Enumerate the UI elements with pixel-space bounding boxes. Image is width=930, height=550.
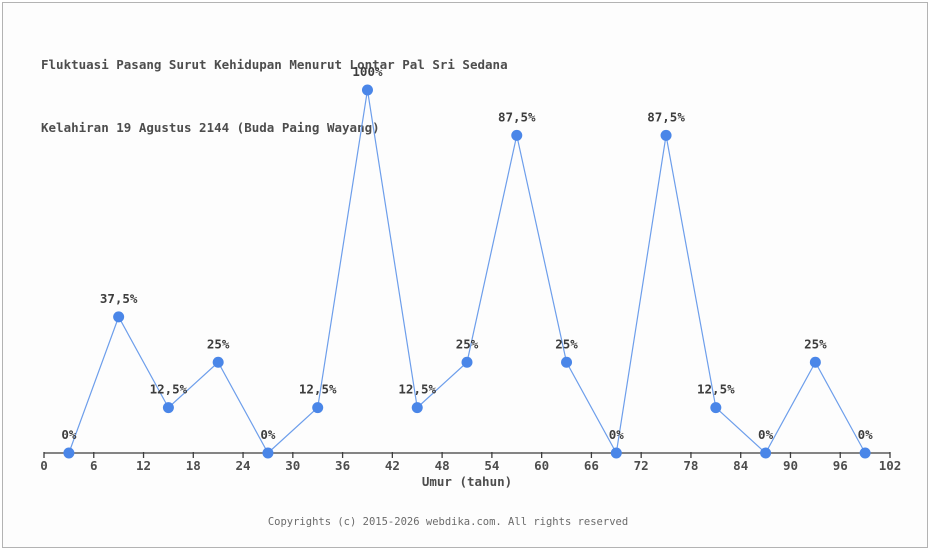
data-point-marker [63,447,75,459]
data-point-marker [809,356,821,368]
x-axis-tick-label: 96 [833,458,848,473]
data-point-label: 25% [555,336,578,351]
x-axis-tick-label: 54 [484,458,499,473]
x-axis-tick-label: 36 [335,458,350,473]
x-axis-tick-label: 84 [733,458,748,473]
data-point-label: 25% [456,336,479,351]
data-point-marker [113,311,125,323]
data-point-marker [212,356,224,368]
data-point-label: 87,5% [647,109,685,124]
data-point-marker [511,129,523,141]
data-point-marker [411,402,423,414]
data-point-marker [561,356,573,368]
x-axis-tick-label: 72 [634,458,649,473]
x-axis-tick-label: 66 [584,458,599,473]
data-point-marker [610,447,622,459]
data-point-label: 25% [207,336,230,351]
data-point-label: 37,5% [100,291,138,306]
data-point-marker [312,402,324,414]
data-line [68,89,866,455]
data-point-label: 0% [260,427,276,442]
data-point-marker [710,402,722,414]
data-point-marker [760,447,772,459]
x-axis-tick-label: 42 [385,458,400,473]
chart-title: Fluktuasi Pasang Surut Kehidupan Menurut… [41,12,508,180]
x-axis-tick-label: 48 [435,458,450,473]
x-axis-tick-label: 6 [90,458,98,473]
data-point-label: 12,5% [398,382,436,397]
data-point-label: 0% [858,427,874,442]
x-axis-tick-label: 12 [136,458,151,473]
copyright-footer: Copyrights (c) 2015-2026 webdika.com. Al… [267,516,629,528]
data-point-label: 0% [61,427,77,442]
data-point-marker [162,402,174,414]
x-axis-title: Umur (tahun) [421,474,513,489]
data-point-label: 0% [758,427,774,442]
data-point-marker [361,84,373,96]
data-point-label: 12,5% [150,382,188,397]
data-point-label: 0% [609,427,625,442]
data-point-marker [262,447,274,459]
x-axis-tick-label: 60 [534,458,549,473]
data-point-marker [859,447,871,459]
data-point-marker [461,356,473,368]
x-axis-tick-label: 18 [186,458,201,473]
data-point-label: 12,5% [299,382,337,397]
data-point-label: 100% [352,64,383,79]
x-axis-tick-label: 30 [285,458,300,473]
chart-title-line2: Kelahiran 19 Agustus 2144 (Buda Paing Wa… [41,120,380,135]
x-axis-tick-label: 90 [783,458,798,473]
x-axis-tick-label: 102 [879,458,902,473]
line-chart-plot: 0 6 12 18 24 30 36 42 48 54 60 66 72 78 84 90 96 102 0% 37,… [40,64,902,473]
data-point-label: 12,5% [697,382,735,397]
x-axis-tick-label: 78 [683,458,698,473]
x-axis-tick-label: 0 [40,458,48,473]
data-point-label: 87,5% [498,109,536,124]
data-point-label: 25% [804,336,827,351]
chart-title-line1: Fluktuasi Pasang Surut Kehidupan Menurut… [41,57,508,72]
x-axis-tick-label: 24 [236,458,251,473]
data-point-marker [660,129,672,141]
